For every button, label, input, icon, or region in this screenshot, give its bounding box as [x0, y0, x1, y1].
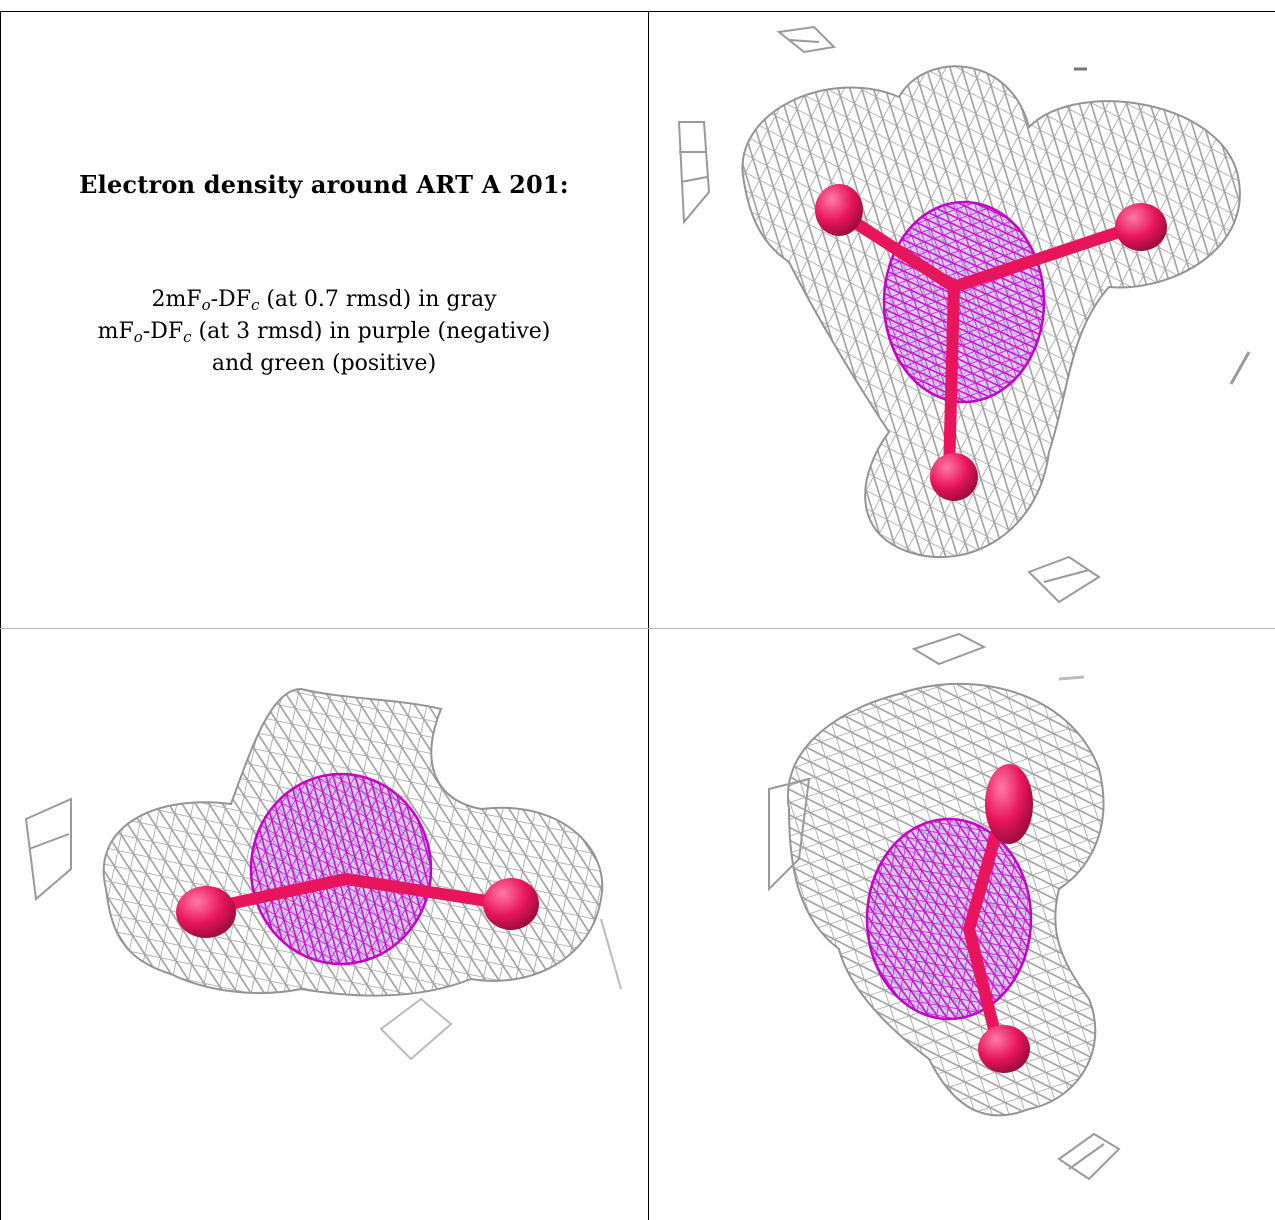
- panel-view-side: [1, 629, 648, 1220]
- legend-line-purple: mFo-DFc (at 3 rmsd) in purple (negative): [0, 316, 648, 348]
- legend-line-green: and green (positive): [0, 348, 648, 380]
- figure-title: Electron density around ART A 201:: [0, 170, 648, 199]
- density-mesh-icon: [649, 629, 1275, 1220]
- density-mesh-icon: [1, 629, 648, 1220]
- figure-legend: 2mFo-DFc (at 0.7 rmsd) in gray mFo-DFc (…: [0, 284, 648, 380]
- density-mesh-icon: [649, 12, 1275, 628]
- panel-view-oblique: [649, 629, 1275, 1220]
- panel-view-top: [649, 12, 1275, 628]
- caption-cell: Electron density around ART A 201: 2mFo-…: [0, 0, 648, 628]
- legend-line-gray: 2mFo-DFc (at 0.7 rmsd) in gray: [0, 284, 648, 316]
